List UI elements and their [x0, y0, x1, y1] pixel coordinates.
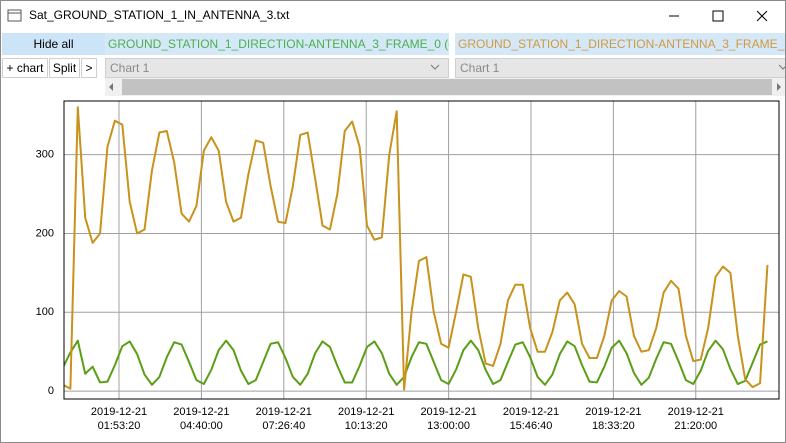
add-chart-button[interactable]: + chart: [2, 58, 48, 78]
y-tick-label: 200: [36, 227, 54, 239]
scroll-decor: [105, 64, 785, 96]
x-tick-label: 2019-12-21 18:33:20: [585, 406, 641, 432]
window-controls[interactable]: [651, 1, 785, 31]
series-header[interactable]: GROUND_STATION_1_DIRECTION-ANTENNA_3_FRA…: [105, 33, 449, 55]
plot-lines: [64, 106, 769, 391]
x-tick-label: 2019-12-21 21:20:00: [668, 406, 724, 432]
y-tick-label: 100: [36, 306, 54, 318]
x-tick-label: 2019-12-21 07:26:40: [256, 406, 312, 432]
chart-select[interactable]: Chart 1: [105, 58, 449, 78]
next-button[interactable]: >: [81, 58, 97, 78]
series-line: [64, 106, 769, 391]
x-tick-label: 2019-12-21 15:46:40: [503, 406, 559, 432]
split-button[interactable]: Split: [49, 58, 80, 78]
y-tick-label: 0: [48, 385, 54, 397]
window-title: Sat_GROUND_STATION_1_IN_ANTENNA_3.txt: [29, 8, 290, 22]
x-tick-label: 2019-12-21 04:40:00: [173, 406, 229, 432]
scrollbar-thumb[interactable]: [122, 79, 772, 95]
x-tick-label: 2019-12-21 10:13:20: [338, 406, 394, 432]
y-tick-label: 300: [36, 149, 54, 161]
series-line: [64, 339, 768, 386]
plot-area: [63, 100, 780, 400]
app-icon: [7, 9, 22, 22]
series-header[interactable]: GROUND_STATION_1_DIRECTION-ANTENNA_3_FRA…: [455, 33, 785, 55]
hide-all-button[interactable]: Hide all: [2, 33, 105, 55]
chart-select[interactable]: Chart 1: [455, 58, 785, 78]
x-tick-label: 2019-12-21 13:00:00: [420, 406, 476, 432]
x-tick-label: 2019-12-21 01:53:20: [91, 406, 147, 432]
